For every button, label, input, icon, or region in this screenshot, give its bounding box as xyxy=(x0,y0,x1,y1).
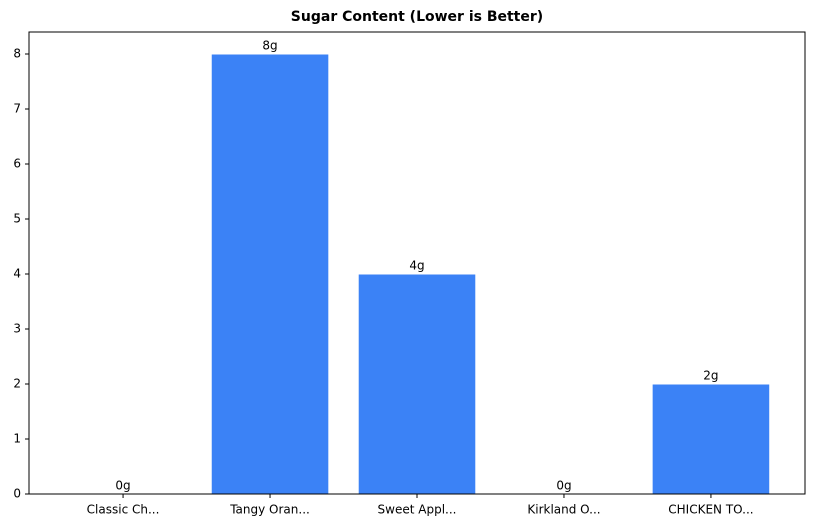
bar xyxy=(651,383,771,495)
bar xyxy=(210,53,330,495)
x-tick-label: Classic Ch... xyxy=(87,503,160,517)
value-label: 8g xyxy=(262,39,277,53)
value-label: 0g xyxy=(556,479,571,493)
x-tick-label: Sweet Appl... xyxy=(378,503,457,517)
y-tick-label: 1 xyxy=(13,432,21,446)
y-tick-label: 2 xyxy=(13,377,21,391)
x-tick-label: CHICKEN TO... xyxy=(668,503,753,517)
x-tick-label: Kirkland O... xyxy=(527,503,600,517)
y-tick-label: 0 xyxy=(13,487,21,501)
value-label: 4g xyxy=(409,259,424,273)
value-label: 2g xyxy=(703,369,718,383)
plot-frame xyxy=(28,31,806,495)
y-tick-label: 3 xyxy=(13,322,21,336)
x-tick-label: Tangy Oran... xyxy=(229,503,310,517)
y-tick-label: 4 xyxy=(13,267,21,281)
value-label: 0g xyxy=(115,479,130,493)
y-tick-label: 7 xyxy=(13,102,21,116)
y-tick-label: 6 xyxy=(13,157,21,171)
bar xyxy=(357,273,477,495)
y-tick-label: 8 xyxy=(13,47,21,61)
chart-title: Sugar Content (Lower is Better) xyxy=(291,9,543,25)
y-tick-label: 5 xyxy=(13,212,21,226)
